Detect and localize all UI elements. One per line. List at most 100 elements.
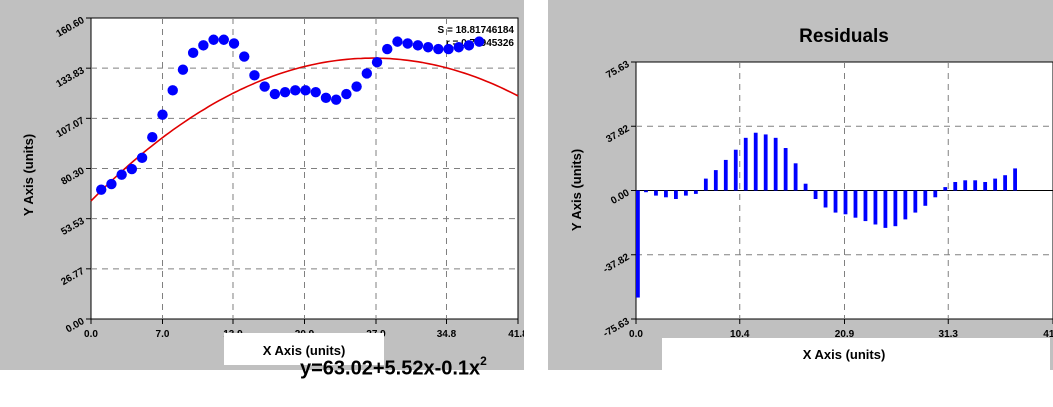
data-point [473, 36, 485, 47]
residual-bar [713, 170, 718, 191]
data-point [341, 88, 352, 100]
residual-bar [903, 190, 908, 220]
data-point [249, 70, 260, 81]
data-point [198, 40, 209, 51]
residual-bar [983, 182, 988, 191]
residual-bar [953, 182, 958, 191]
x-tick-label: 10.4 [730, 329, 750, 340]
data-point [443, 43, 454, 55]
data-point [371, 57, 383, 68]
residual-bar [654, 190, 658, 196]
residual-bar [753, 132, 758, 191]
residual-bar [733, 149, 738, 191]
regression-equation: y=63.02+5.52x-0.1x2 [300, 354, 487, 381]
x-tick-label: 0.0 [84, 329, 98, 340]
residual-bar [703, 178, 708, 191]
data-point [279, 87, 291, 98]
data-point [177, 64, 189, 75]
data-point [167, 85, 178, 96]
residual-bar [833, 190, 838, 213]
equation-exponent: 2 [480, 354, 487, 368]
x-axis-label: X Axis (units) [803, 347, 886, 362]
residual-bar [963, 180, 968, 191]
data-point [106, 178, 117, 190]
residual-bar [883, 190, 888, 228]
residual-bar [813, 190, 818, 199]
fit-curve [90, 57, 519, 202]
x-tick-labels: 0.0 10.4 20.9 31.3 41.8 [629, 329, 1053, 340]
residual-bar [893, 190, 898, 227]
data-point [382, 43, 393, 55]
residual-bar [843, 190, 848, 215]
data-point [239, 51, 250, 62]
residual-bars [636, 132, 1017, 298]
residual-bar [793, 163, 798, 191]
residual-bar [683, 190, 688, 196]
data-point [320, 92, 332, 104]
x-tick-label: 34.8 [437, 329, 457, 340]
data-point [259, 81, 270, 92]
residual-bar [743, 137, 748, 191]
residual-bar [863, 190, 868, 222]
x-tick-label: 7.0 [156, 329, 170, 340]
data-point [453, 42, 464, 53]
x-tick-label: 20.9 [835, 329, 855, 340]
data-point [116, 169, 127, 180]
residual-bar [693, 190, 698, 194]
equation-text: y=63.02+5.52x-0.1x [300, 357, 481, 380]
data-point [361, 68, 373, 79]
data-point [433, 43, 444, 55]
y-axis-label: Y Axis (units) [21, 134, 36, 216]
residual-bar [783, 148, 788, 191]
data-point [157, 109, 168, 120]
residual-bar [993, 178, 998, 191]
residual-bar [674, 190, 678, 199]
residual-bar [763, 134, 768, 191]
x-axis-label-box [662, 338, 1050, 370]
data-point [147, 132, 158, 143]
residual-bar [636, 190, 640, 298]
data-point [187, 47, 199, 59]
data-point [126, 163, 138, 175]
x-axis-label-box [224, 333, 384, 365]
x-tick-label: 0.0 [629, 329, 643, 340]
residual-bar [723, 159, 728, 191]
data-point [269, 88, 281, 100]
residual-bar [773, 137, 778, 191]
data-point [218, 34, 229, 45]
data-point [463, 40, 475, 51]
residual-bar [923, 190, 928, 206]
data-point [330, 94, 342, 105]
residual-bar [1003, 175, 1008, 191]
data-point [228, 38, 240, 49]
scatter-chart: S = 18.81746184 r = 0.79945326 0.0026.77… [0, 0, 524, 370]
x-axis-label: X Axis (units) [263, 343, 346, 358]
data-point [422, 42, 434, 53]
x-tick-label: 41.8 [508, 329, 524, 340]
grid [631, 61, 1053, 324]
grid [86, 17, 519, 324]
data-point [96, 184, 107, 195]
residual-bar [644, 190, 648, 193]
residual-bar [873, 190, 878, 225]
data-point [290, 85, 301, 96]
stat-s: S = 18.81746184 [438, 25, 515, 36]
residual-bar [853, 190, 858, 218]
y-axis-label: Y Axis (units) [569, 149, 584, 231]
data-point [412, 40, 424, 51]
residual-bar [973, 180, 978, 191]
residual-bar [1013, 168, 1017, 191]
data-point [208, 34, 219, 45]
residual-bar [803, 183, 808, 191]
data-point [392, 36, 403, 47]
x-tick-label: 31.3 [939, 329, 959, 340]
data-point [310, 87, 321, 98]
residual-bar [664, 190, 668, 198]
data-points [96, 34, 485, 195]
residual-bar [933, 190, 938, 198]
data-point [351, 81, 362, 92]
residual-bar [913, 190, 918, 213]
x-tick-label: 41.8 [1043, 329, 1053, 340]
data-point [402, 38, 413, 49]
